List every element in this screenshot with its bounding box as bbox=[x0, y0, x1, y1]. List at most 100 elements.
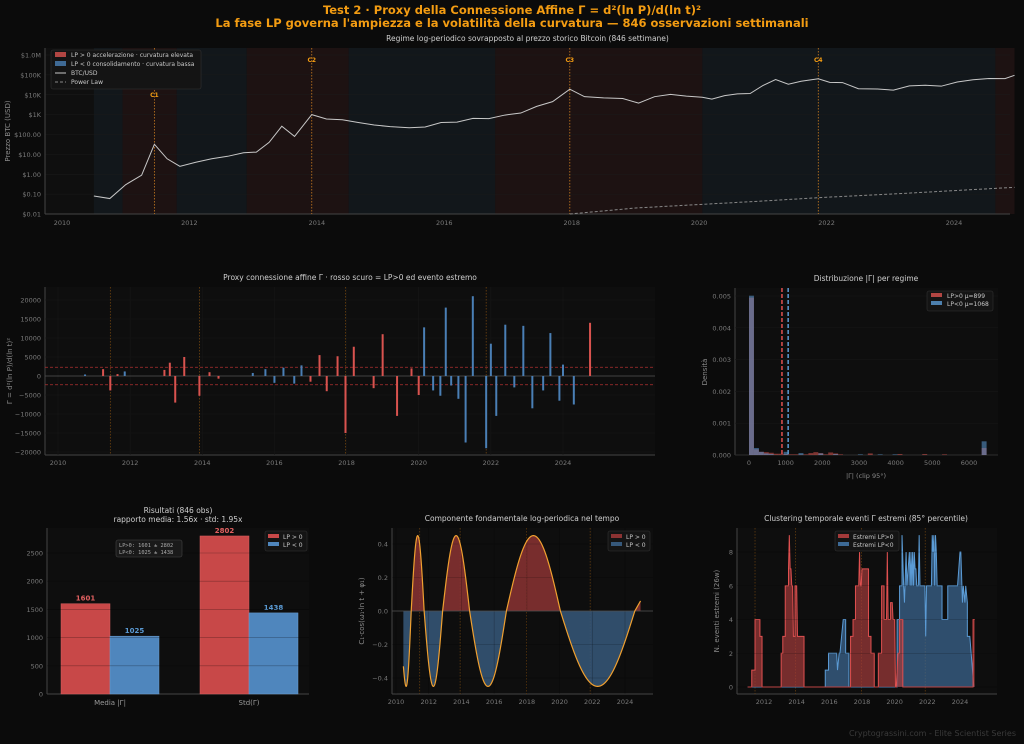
gamma-bar bbox=[495, 376, 498, 416]
hist-ytick-label: 0.001 bbox=[712, 420, 731, 428]
gamma-bar bbox=[84, 374, 87, 376]
hist-bar-neg bbox=[749, 295, 754, 455]
legend-label: LP > 0 bbox=[283, 534, 303, 541]
legend-swatch bbox=[838, 542, 849, 546]
hist-bar-neg bbox=[758, 451, 764, 455]
logperiodic-xtick-label: 2018 bbox=[519, 698, 536, 706]
hist-bar-pos bbox=[808, 453, 814, 455]
hist-bar-pos bbox=[867, 453, 873, 455]
gamma-bar bbox=[489, 343, 492, 376]
hist-bar-pos bbox=[828, 452, 834, 455]
regime-band-pos bbox=[495, 48, 703, 214]
gamma-bar bbox=[531, 376, 534, 409]
clustering-ytick-label: 6 bbox=[729, 582, 733, 590]
clustering-xtick-label: 2014 bbox=[788, 698, 805, 706]
hist-xtick-label: 2000 bbox=[814, 459, 831, 467]
hist-bar-neg bbox=[857, 454, 863, 455]
cluster-line-neg bbox=[747, 535, 975, 688]
clustering-ytick-label: 4 bbox=[729, 616, 733, 624]
gamma-bar bbox=[300, 365, 303, 376]
histogram-y-axis-label: Densità bbox=[701, 359, 709, 386]
gamma-xtick-label: 2018 bbox=[338, 459, 355, 467]
gamma-bar bbox=[123, 371, 126, 376]
price-ytick-label: $1.00 bbox=[22, 171, 41, 179]
legend-label: LP < 0 bbox=[283, 542, 303, 549]
results-category-label: Std(Γ) bbox=[239, 699, 260, 707]
hist-bar-pos bbox=[823, 454, 829, 455]
cluster-line-pos bbox=[747, 535, 975, 688]
hist-bar-pos bbox=[788, 454, 794, 455]
figure-subtitle: La fase LP governa l'ampiezza e la volat… bbox=[215, 16, 809, 30]
gamma-bar bbox=[396, 376, 399, 416]
gamma-chart-title: Proxy connessione affine Γ · rosso scuro… bbox=[223, 273, 477, 282]
gamma-ytick-label: 20000 bbox=[20, 297, 41, 305]
logperiodic-ytick-label: 0.0 bbox=[378, 608, 388, 616]
logperiodic-xtick-label: 2022 bbox=[584, 698, 601, 706]
gamma-bar bbox=[457, 376, 460, 399]
gamma-bar bbox=[264, 369, 267, 376]
annotation-line: LP<0: 1025 ± 1438 bbox=[119, 550, 173, 556]
gamma-chart: 2010 2012 2014 2016 2018 2020 2022 2024 −20000 −1… bbox=[6, 273, 655, 467]
results-bar-value: 1601 bbox=[76, 595, 96, 603]
legend-label: Power Law bbox=[71, 79, 103, 86]
gamma-bar bbox=[464, 376, 467, 443]
legend-swatch bbox=[611, 534, 622, 538]
gamma-bar bbox=[325, 376, 328, 392]
price-xtick-label: 2014 bbox=[309, 219, 326, 227]
clustering-xtick-label: 2022 bbox=[919, 698, 936, 706]
hist-ytick-label: 0.005 bbox=[712, 293, 731, 301]
results-title: Risultati (846 obs) bbox=[144, 506, 213, 515]
clustering-xtick-label: 2024 bbox=[952, 698, 969, 706]
gamma-bar bbox=[208, 372, 211, 376]
cluster-area-pos bbox=[747, 535, 975, 687]
hist-xtick-label: 3000 bbox=[851, 459, 868, 467]
legend-label: LP > 0 accelerazione · curvatura elevata bbox=[71, 52, 193, 59]
gamma-bar bbox=[344, 376, 347, 433]
gamma-bar bbox=[589, 322, 592, 376]
logperiodic-chart: 2010 2012 2014 2016 2018 2020 2022 2024 −0.4 −0.2… bbox=[358, 514, 653, 706]
watermark: Cryptograssini.com - Elite Scientist Ser… bbox=[848, 729, 1016, 738]
gamma-bar bbox=[217, 376, 220, 379]
hist-bar-pos bbox=[838, 454, 844, 455]
legend-label: LP>0 μ=899 bbox=[947, 293, 985, 300]
results-ytick-label: 500 bbox=[31, 662, 43, 670]
gamma-y-axis-label: Γ = d²(ln P)/d(ln t)² bbox=[6, 338, 14, 404]
histogram-plot-area bbox=[735, 288, 998, 455]
price-xtick-label: 2024 bbox=[946, 219, 963, 227]
hist-ytick-label: 0.003 bbox=[712, 356, 731, 364]
gamma-xtick-label: 2020 bbox=[410, 459, 427, 467]
clustering-xtick-label: 2012 bbox=[756, 698, 773, 706]
gamma-ytick-label: 10000 bbox=[20, 335, 41, 343]
gamma-bar bbox=[423, 327, 426, 376]
clustering-ytick-label: 2 bbox=[729, 650, 733, 658]
hist-bar-neg bbox=[833, 454, 839, 455]
price-ytick-label: $10K bbox=[24, 91, 41, 99]
results-bar-pos bbox=[199, 535, 250, 695]
hist-bar-neg bbox=[768, 454, 774, 455]
legend-swatch bbox=[611, 542, 622, 546]
results-ytick-label: 2500 bbox=[26, 550, 43, 558]
gamma-ytick-label: −10000 bbox=[15, 411, 41, 419]
lp-positive-area bbox=[403, 535, 641, 611]
gamma-bar bbox=[336, 356, 339, 376]
cycle-marker-label: C2 bbox=[307, 57, 316, 64]
legend-label: LP < 0 consolidamento · curvatura bassa bbox=[71, 61, 195, 68]
price-ytick-label: $1.0M bbox=[21, 52, 41, 60]
legend-label: Estremi LP<0 bbox=[853, 542, 894, 549]
hist-xtick-label: 1000 bbox=[777, 459, 794, 467]
gamma-bar bbox=[109, 376, 112, 391]
legend-swatch bbox=[931, 301, 942, 305]
results-bar-pos bbox=[60, 603, 111, 695]
histogram-x-axis-label: |Γ| (clip 95°) bbox=[846, 472, 886, 480]
gamma-bar bbox=[522, 325, 525, 376]
gamma-bar bbox=[198, 376, 201, 396]
gamma-ytick-label: −15000 bbox=[15, 430, 41, 438]
hist-xtick-label: 5000 bbox=[924, 459, 941, 467]
price-chart-title: Regime log-periodico sovrapposto al prez… bbox=[386, 34, 669, 43]
gamma-bar bbox=[558, 376, 561, 401]
hist-bar-neg bbox=[753, 448, 759, 455]
cycle-marker-label: C4 bbox=[814, 57, 823, 64]
gamma-bar bbox=[273, 376, 276, 383]
